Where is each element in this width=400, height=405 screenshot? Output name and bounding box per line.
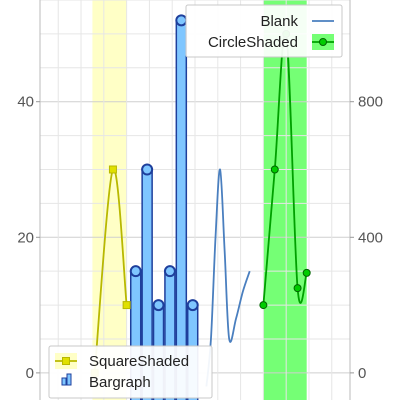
bar-top-marker-bargraph <box>163 265 176 278</box>
left-tick-label: 0 <box>26 365 34 382</box>
point-marker-circleshaded <box>270 165 279 174</box>
bar-top-marker-bargraph <box>129 265 142 278</box>
legend-label: CircleShaded <box>208 34 298 51</box>
right-tick-label: 0 <box>358 365 366 382</box>
legend-layer: Blank CircleShaded SquareShaded Bargraph <box>48 4 343 399</box>
legend-symbol-bargraph <box>66 373 72 386</box>
legend-marker-squareshaded <box>62 357 70 365</box>
legend-label: SquareShaded <box>89 353 189 370</box>
legend-box <box>185 4 343 58</box>
series-line-blank <box>205 168 251 387</box>
axes-layer <box>36 0 354 400</box>
legend-symbol-bargraph <box>61 377 67 386</box>
bar-top-marker-bargraph <box>175 14 188 27</box>
shade-layer <box>92 0 307 400</box>
legend-top-right: Blank CircleShaded <box>185 4 343 58</box>
bar-bargraph <box>175 19 188 405</box>
bar-top-marker-bargraph <box>141 163 154 176</box>
shade-band-circleshaded <box>263 0 307 400</box>
bar-top-marker-bargraph <box>152 299 165 312</box>
right-tick-label: 800 <box>358 94 383 111</box>
left-tick-label: 20 <box>17 229 34 246</box>
point-marker-circleshaded <box>302 268 311 277</box>
legend-marker-circleshaded <box>319 38 327 46</box>
point-marker-squareshaded <box>122 301 131 310</box>
left-tick-label: 40 <box>17 94 34 111</box>
legend-label: Blank <box>260 13 298 30</box>
point-marker-circleshaded <box>293 284 302 293</box>
legend-box <box>48 345 213 399</box>
legend-bottom-left: SquareShaded Bargraph <box>48 345 213 399</box>
bar-top-marker-bargraph <box>186 299 199 312</box>
point-marker-squareshaded <box>108 165 117 174</box>
legend-label: Bargraph <box>89 374 151 391</box>
point-marker-circleshaded <box>259 301 268 310</box>
right-tick-label: 400 <box>358 229 383 246</box>
